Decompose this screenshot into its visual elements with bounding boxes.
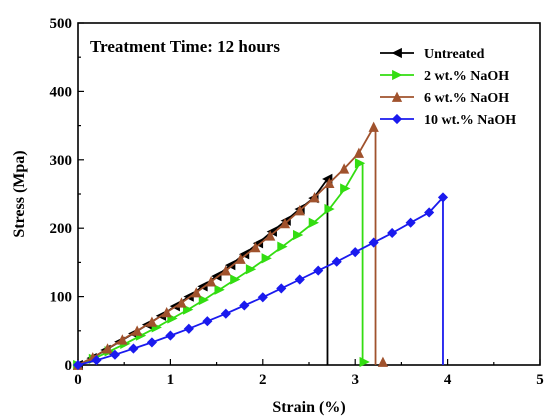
chart-annotation: Treatment Time: 12 hours [90,37,280,56]
data-point [276,283,287,294]
data-point [313,265,324,276]
series-line [77,126,375,366]
data-point [277,241,288,252]
legend-label: 10 wt.% NaOH [424,113,516,128]
data-point [102,343,113,354]
data-point [354,158,366,169]
data-point [387,227,398,239]
data-point [131,325,143,336]
y-tick-label: 400 [50,84,73,100]
legend-item: 2 wt.% NaOH [380,69,509,84]
x-tick-label: 5 [536,372,544,388]
data-point [368,121,379,132]
series-1 [72,173,333,371]
data-point [424,207,435,218]
data-point [293,229,304,241]
legend-item: 6 wt.% NaOH [380,91,509,106]
x-tick-label: 0 [74,372,82,388]
legend-marker [392,69,403,81]
series-3 [72,121,389,370]
x-tick-label: 4 [444,372,452,388]
data-point [377,356,389,367]
data-point [109,349,121,360]
data-point [117,334,128,345]
legend-marker [391,113,403,125]
data-point [359,356,370,368]
legend-label: 6 wt.% NaOH [424,91,509,106]
series-2 [73,158,370,371]
data-point [350,247,361,258]
legend: Untreated 2 wt.% NaOH 6 wt.% NaOH 10 wt.% N… [380,47,516,128]
data-point [261,253,272,264]
data-point [183,323,194,334]
y-tick-label: 500 [50,16,73,32]
legend-label: Untreated [424,47,485,62]
data-point [165,330,176,341]
data-point [191,287,202,298]
data-point [72,359,84,371]
data-point [309,192,320,203]
data-point [161,306,172,318]
y-tick-label: 300 [50,153,73,169]
series-layer [72,121,449,371]
data-point [279,218,291,229]
data-point [128,343,139,354]
legend-item: Untreated [380,47,485,62]
data-point [235,253,246,264]
data-point [220,308,231,319]
y-axis-title: Stress (Mpa) [11,150,28,237]
data-point [230,274,241,285]
series-line [77,178,329,366]
data-point [294,274,305,285]
data-point [324,203,335,215]
data-point [308,217,320,228]
data-point [353,147,365,158]
legend-item: 10 wt.% NaOH [380,113,516,128]
data-point [257,292,268,303]
x-axis-title: Strain (%) [272,399,345,416]
data-point [205,276,217,287]
data-point [239,300,250,311]
legend-label: 2 wt.% NaOH [424,69,509,84]
axes: 0 1 2 3 4 5 0 100 200 300 400 500 [50,16,544,388]
legend-marker [391,47,402,59]
data-point [245,264,257,275]
data-point [437,192,449,203]
series-4 [72,192,449,371]
data-point [265,230,276,241]
x-tick-label: 2 [259,372,267,388]
data-point [331,256,342,267]
x-tick-label: 3 [351,372,359,388]
data-point [220,265,231,276]
y-tick-label: 0 [65,358,73,374]
data-point [324,177,335,188]
y-tick-label: 100 [50,290,73,306]
data-point [405,217,416,228]
data-point [146,316,158,327]
data-point [250,241,261,253]
y-tick-label: 200 [50,221,73,237]
data-point [202,316,213,327]
data-point [368,237,379,248]
data-point [338,163,350,174]
x-tick-label: 1 [167,372,175,388]
data-point [176,297,187,308]
data-point [340,183,351,194]
data-point [198,294,210,306]
data-point [214,284,225,295]
data-point [146,337,157,348]
data-point [294,205,305,216]
legend-marker [391,91,403,102]
data-point [91,355,102,366]
